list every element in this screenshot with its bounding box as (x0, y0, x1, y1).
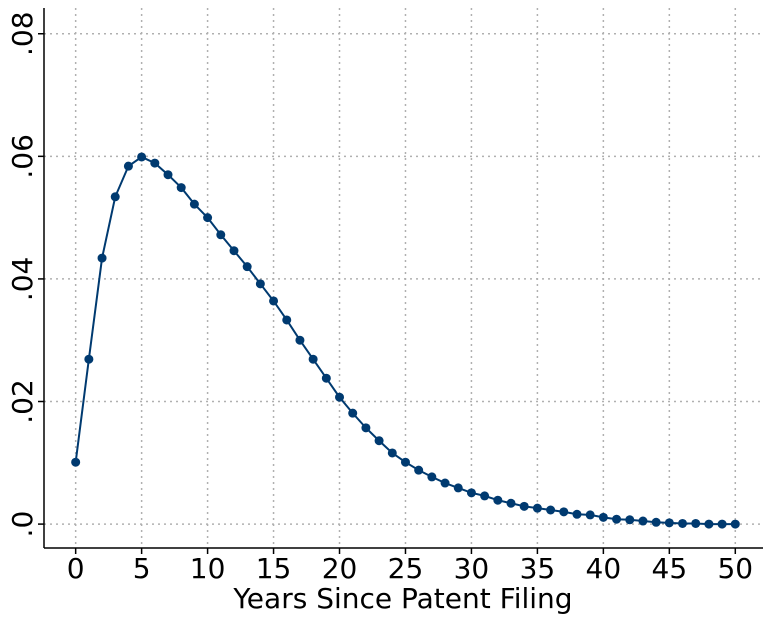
point (123, 161, 133, 171)
point (546, 505, 556, 515)
point (717, 519, 727, 529)
x-tick-label: 40 (586, 552, 622, 585)
x-tick-label: 25 (388, 552, 424, 585)
point (387, 448, 397, 458)
point (572, 509, 582, 519)
point (308, 354, 318, 364)
point (137, 152, 147, 162)
point (295, 335, 305, 345)
point (414, 465, 424, 475)
x-tick-label: 30 (454, 552, 490, 585)
point (176, 183, 186, 193)
point (71, 457, 81, 467)
y-tick-label: .06 (6, 134, 39, 179)
point (255, 279, 265, 289)
x-axis-label: Years Since Patent Filing (232, 582, 572, 615)
x-tick-label: 45 (652, 552, 688, 585)
x-tick-label: 15 (256, 552, 292, 585)
point (97, 253, 107, 263)
point (427, 472, 437, 482)
point (203, 213, 213, 223)
x-tick-label: 5 (133, 552, 151, 585)
point (466, 488, 476, 498)
point (374, 436, 384, 446)
point (493, 495, 503, 505)
point (598, 512, 608, 522)
point (519, 501, 529, 511)
point (84, 354, 94, 364)
y-tick-label: .02 (6, 379, 39, 424)
point (229, 246, 239, 256)
y-tick-label: .04 (6, 257, 39, 302)
point (651, 517, 661, 527)
point (361, 423, 371, 433)
point (216, 230, 226, 240)
point (110, 192, 120, 202)
point (189, 199, 199, 209)
y-tick-label: .08 (6, 11, 39, 56)
point (532, 503, 542, 513)
x-tick-label: 20 (322, 552, 358, 585)
y-tick-label: .0 (6, 511, 39, 538)
point (242, 262, 252, 272)
point (269, 296, 279, 306)
point (664, 518, 674, 528)
x-tick-label: 50 (717, 552, 753, 585)
x-tick-label: 10 (190, 552, 226, 585)
point (440, 478, 450, 488)
point (335, 392, 345, 402)
point (678, 518, 688, 528)
point (321, 373, 331, 383)
point (691, 518, 701, 528)
point (730, 519, 740, 529)
point (625, 515, 635, 525)
x-tick-label: 0 (67, 552, 85, 585)
point (506, 498, 516, 508)
x-tick-label: 35 (520, 552, 556, 585)
point (400, 457, 410, 467)
point (163, 170, 173, 180)
point (480, 491, 490, 501)
point (282, 315, 292, 325)
point (559, 507, 569, 517)
point (453, 483, 463, 493)
point (585, 510, 595, 520)
point (638, 516, 648, 526)
point (612, 514, 622, 524)
point (150, 158, 160, 168)
point (348, 408, 358, 418)
point (704, 519, 714, 529)
